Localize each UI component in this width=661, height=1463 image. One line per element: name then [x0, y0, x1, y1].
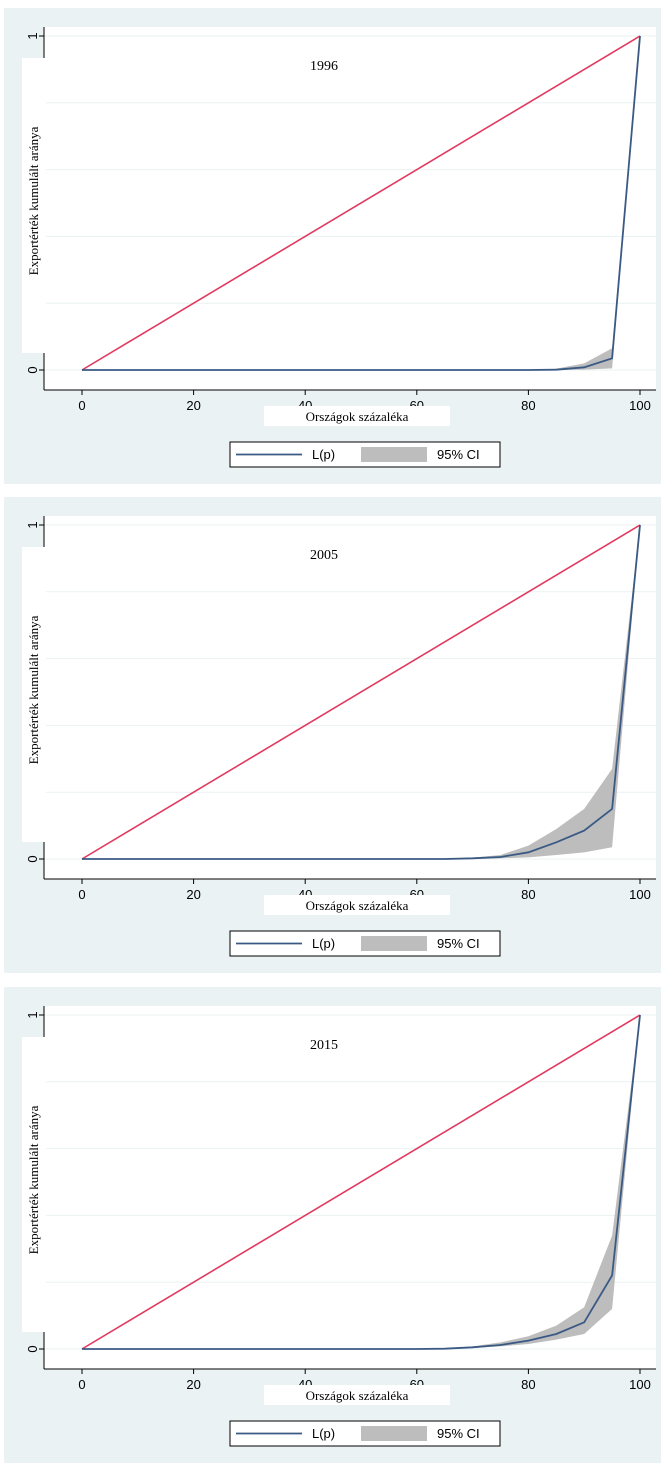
- x-tick-label: 0: [78, 887, 85, 902]
- x-axis-title: Országok százaléka: [306, 898, 409, 913]
- chart-title: 1996: [310, 59, 338, 74]
- chart-title: 2005: [310, 548, 338, 563]
- x-tick-label: 20: [186, 887, 200, 902]
- legend-band-label: 95% CI: [437, 447, 480, 462]
- y-axis-title: Exportérték kumulált aránya: [26, 615, 41, 764]
- x-axis-title-box: [264, 895, 450, 915]
- x-tick-label: 100: [629, 1377, 651, 1392]
- x-tick-label: 20: [186, 398, 200, 413]
- legend-line-label: L(p): [312, 1426, 335, 1441]
- y-axis-title-box: [22, 1037, 46, 1332]
- x-axis-title-box: [264, 1385, 450, 1405]
- y-tick-label: 1: [25, 521, 40, 528]
- legend-band-swatch: [361, 1426, 427, 1441]
- x-tick-label: 80: [521, 398, 535, 413]
- legend-line-label: L(p): [312, 936, 335, 951]
- legend-band-label: 95% CI: [437, 1426, 480, 1441]
- y-tick-label: 1: [25, 32, 40, 39]
- x-axis-title-box: [264, 406, 450, 426]
- x-tick-label: 80: [521, 1377, 535, 1392]
- chart-panel-2015: 0.2.4.6.81020406080100Exportérték kumulá…: [4, 987, 661, 1463]
- chart-svg: 0.2.4.6.81020406080100Exportérték kumulá…: [22, 27, 656, 468]
- legend: L(p) 95% CI: [229, 441, 501, 468]
- x-tick-label: 20: [186, 1377, 200, 1392]
- x-tick-label: 0: [78, 398, 85, 413]
- chart-svg: 0.2.4.6.81020406080100Exportérték kumulá…: [22, 516, 656, 957]
- y-tick-label: 1: [25, 1011, 40, 1018]
- x-tick-label: 100: [629, 398, 651, 413]
- equality-line: [81, 1014, 641, 1350]
- chart-svg: 0.2.4.6.81020406080100Exportérték kumulá…: [22, 1006, 656, 1447]
- chart-panel-1996: 0.2.4.6.81020406080100Exportérték kumulá…: [4, 8, 661, 484]
- y-axis-title-box: [22, 547, 46, 842]
- y-tick-label: 0: [25, 366, 40, 373]
- legend: L(p) 95% CI: [229, 930, 501, 957]
- y-axis-title-box: [22, 58, 46, 353]
- x-axis-title: Országok százaléka: [306, 409, 409, 424]
- x-tick-label: 0: [78, 1377, 85, 1392]
- y-tick-label: 0: [25, 1345, 40, 1352]
- legend-band-swatch: [361, 447, 427, 462]
- chart-title: 2015: [310, 1038, 338, 1053]
- equality-line: [81, 524, 641, 860]
- legend-line-label: L(p): [312, 447, 335, 462]
- chart-panel-2005: 0.2.4.6.81020406080100Exportérték kumulá…: [4, 497, 661, 973]
- x-tick-label: 100: [629, 887, 651, 902]
- legend-band-swatch: [361, 936, 427, 951]
- y-tick-label: 0: [25, 855, 40, 862]
- y-axis-title: Exportérték kumulált aránya: [26, 126, 41, 275]
- x-axis-title: Országok százaléka: [306, 1388, 409, 1403]
- x-tick-label: 80: [521, 887, 535, 902]
- equality-line: [81, 35, 641, 371]
- ci-band: [82, 1015, 640, 1349]
- ci-band: [82, 525, 640, 859]
- legend: L(p) 95% CI: [229, 1420, 501, 1447]
- y-axis-title: Exportérték kumulált aránya: [26, 1105, 41, 1254]
- legend-band-label: 95% CI: [437, 936, 480, 951]
